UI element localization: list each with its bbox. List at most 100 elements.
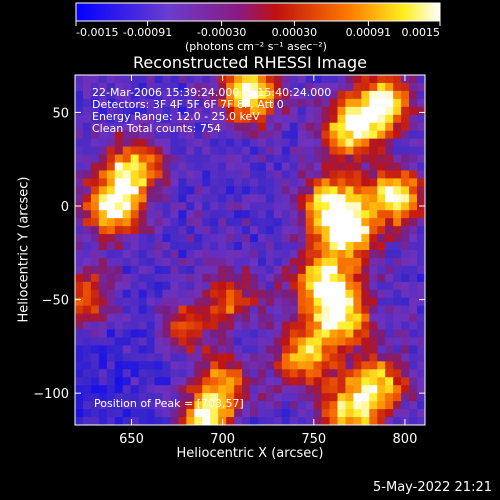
heatmap-cell [90,313,100,323]
heatmap-cell [162,130,172,140]
heatmap-cell [122,297,132,307]
heatmap-cell [417,170,425,180]
heatmap-cell [194,226,203,235]
heatmap-cell [75,106,84,116]
heatmap-cell [154,257,164,267]
heatmap-cell [106,273,116,283]
heatmap-cell [178,202,187,211]
heatmap-cell [186,82,195,92]
heatmap-cell [138,130,148,140]
heatmap-cell [281,218,291,227]
heatmap-cell [82,178,92,187]
heatmap-cell [178,75,187,84]
heatmap-cell [377,234,386,243]
heatmap-cell [337,90,347,100]
heatmap-cell [321,98,331,108]
heatmap-cell [409,98,418,108]
heatmap-cell [75,178,84,187]
heatmap-cell [90,257,100,267]
heatmap-cell [385,329,394,339]
heatmap-cell [75,170,84,180]
heatmap-cell [138,409,148,418]
heatmap-cell [257,385,267,394]
heatmap-cell [122,377,132,386]
heatmap-cell [385,138,394,148]
heatmap-cell [361,130,370,140]
heatmap-cell [130,178,140,187]
heatmap-cell [162,82,172,92]
heatmap-cell [329,170,339,180]
heatmap-cell [90,297,100,307]
heatmap-cell [385,409,394,418]
heatmap-cell [417,138,425,148]
heatmap-cell [337,297,347,307]
heatmap-cell [337,377,347,386]
heatmap-cell [250,194,259,203]
heatmap-cell [281,377,291,386]
heatmap-cell [289,218,299,227]
heatmap-cell [393,361,402,370]
heatmap-cell [401,250,410,259]
y-axis-label: Heliocentric Y (arcsec) [16,176,32,323]
heatmap-cell [250,409,259,418]
heatmap-cell [353,250,362,259]
heatmap-cell [409,154,418,164]
heatmap-cell [393,250,402,259]
heatmap-cell [321,353,331,362]
heatmap-cell [186,138,195,148]
heatmap-cell [297,186,307,195]
heatmap-cell [234,329,243,339]
heatmap-cell [106,186,116,195]
heatmap-cell [417,297,425,307]
heatmap-cell [82,218,92,227]
heatmap-cell [138,75,148,84]
heatmap-cell [297,90,307,100]
heatmap-cell [75,202,84,211]
heatmap-cell [377,401,386,410]
heatmap-cell [345,313,355,323]
heatmap-cell [178,90,187,100]
heatmap-cell [138,257,148,267]
heatmap-cell [202,114,211,124]
heatmap-cell [122,289,132,299]
heatmap-cell [321,313,331,323]
heatmap-cell [106,162,116,172]
heatmap-cell [82,250,92,259]
heatmap-cell [289,194,299,203]
heatmap-cell [337,146,347,156]
heatmap-cell [90,385,100,394]
heatmap-cell [385,337,394,347]
heatmap-cell [377,90,386,100]
heatmap-cell [186,297,195,307]
heatmap-cell [178,409,187,418]
heatmap-cell [202,226,211,235]
heatmap-cell [250,385,259,394]
heatmap-cell [393,353,402,362]
heatmap-cell [393,194,402,203]
heatmap-cell [250,345,259,355]
heatmap-cell [98,345,108,355]
heatmap-cell [170,90,180,100]
heatmap-cell [130,305,140,315]
heatmap-cell [162,321,172,331]
heatmap-cell [305,194,315,203]
heatmap-cell [75,82,84,92]
heatmap-cell [417,385,425,394]
heatmap-cell [250,234,259,243]
heatmap-cell [353,170,362,180]
heatmap-cell [377,265,386,275]
heatmap-cell [345,417,355,425]
heatmap-cell [154,226,164,235]
heatmap-cell [369,178,378,187]
heatmap-cell [154,82,164,92]
heatmap-cell [170,98,180,108]
heatmap-cell [250,242,259,251]
heatmap-cell [218,130,227,140]
heatmap-cell [257,409,267,418]
heatmap-cell [218,297,227,307]
heatmap-cell [313,202,323,211]
heatmap-cell [194,337,203,347]
heatmap-cell [178,122,187,132]
heatmap-cell [194,257,203,267]
heatmap-cell [178,154,187,164]
